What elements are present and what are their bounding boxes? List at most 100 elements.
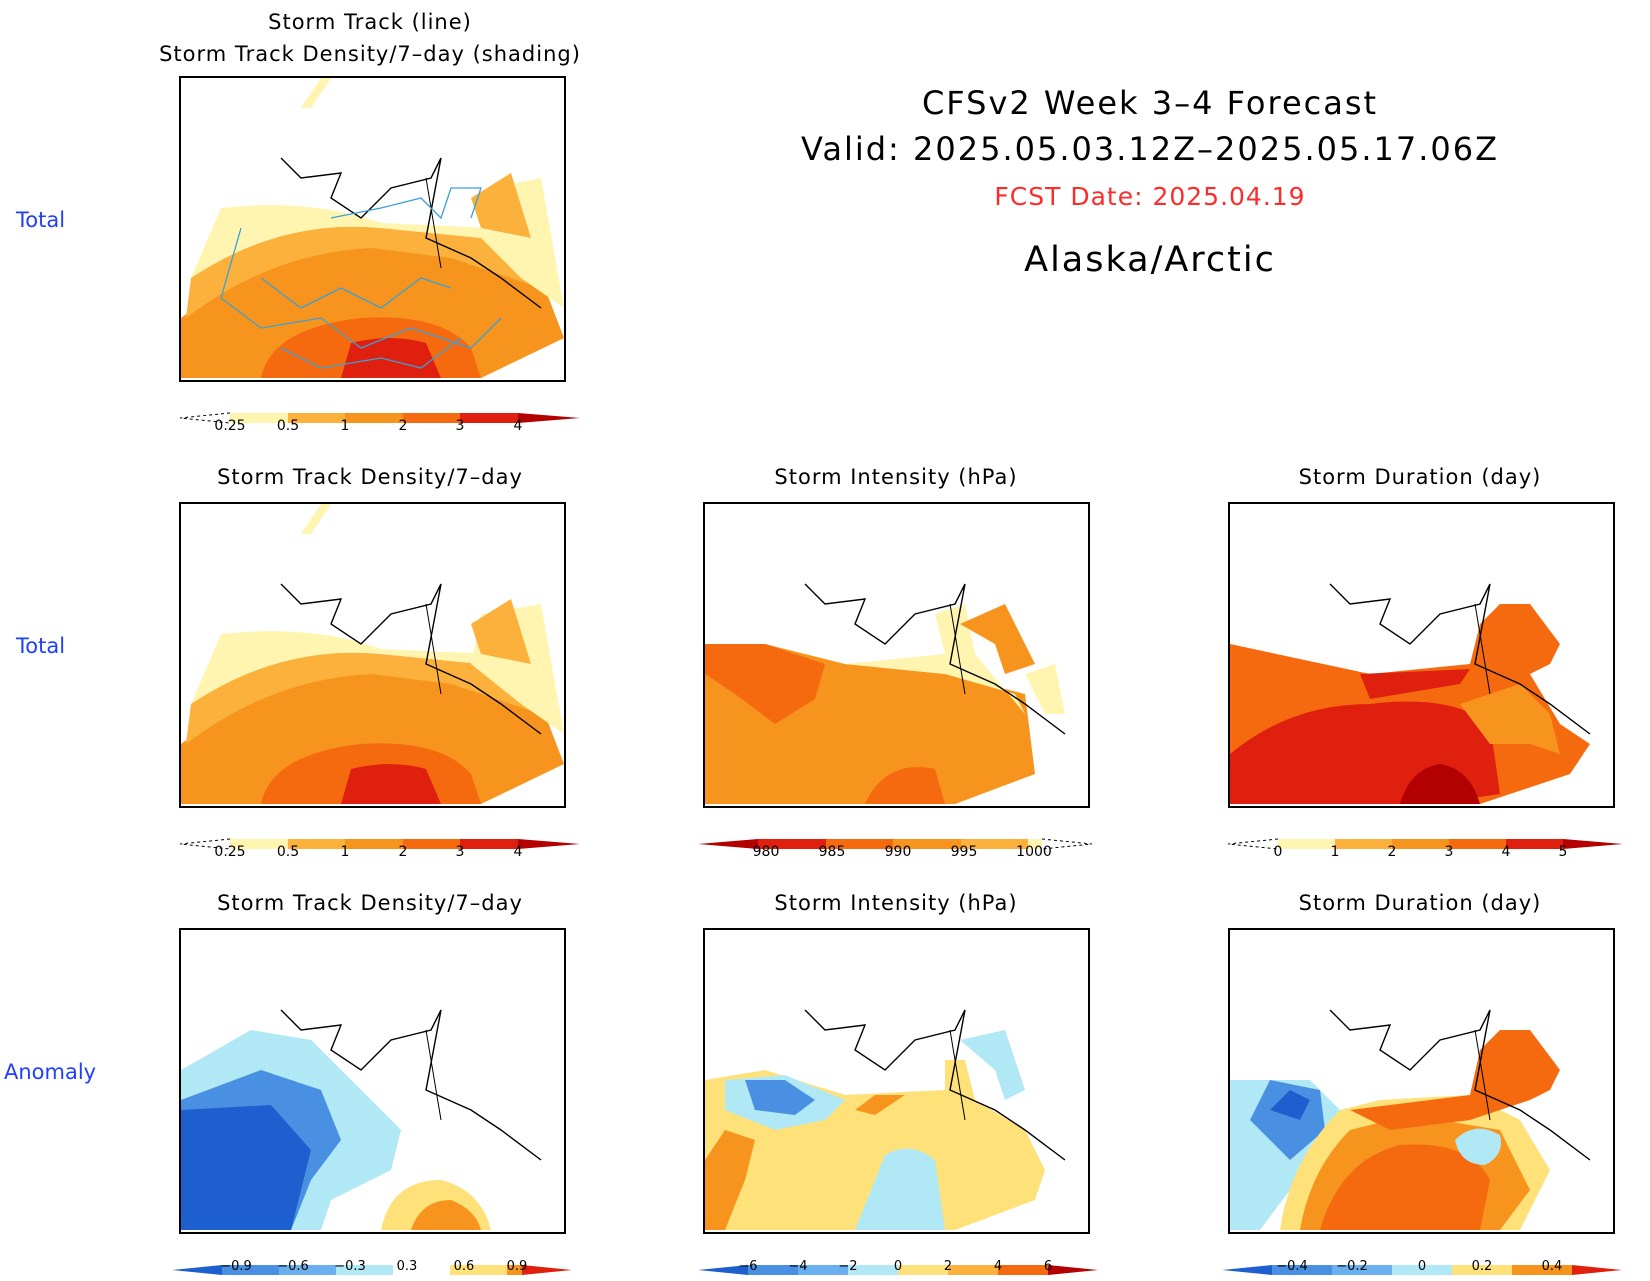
colorbar-intensity-anomaly	[698, 1262, 1098, 1281]
density-band-orange-ne	[471, 173, 531, 238]
panel1-title-line1: Storm Track (line)	[268, 10, 472, 34]
tick-label: −0.6	[277, 1259, 309, 1274]
tick-label: −0.9	[220, 1259, 252, 1274]
tick-label: 3	[1444, 844, 1454, 860]
map4-coastline	[1329, 583, 1591, 735]
anom-intensity-blue-south	[855, 1148, 945, 1230]
colorbar-intensity-total-svg	[698, 838, 1093, 850]
row-label-total-1: Total	[16, 208, 66, 232]
map2-border	[425, 603, 442, 695]
density-band-yellow	[191, 205, 541, 278]
tick-label: 4	[1501, 844, 1511, 860]
panel1-title-line2: Storm Track Density/7–day (shading)	[159, 42, 581, 66]
tick-label: 0.5	[276, 418, 300, 434]
tick-label: 1	[1330, 844, 1340, 860]
tick-label: −0.3	[334, 1259, 366, 1274]
colorbar-duration-total-svg	[1227, 838, 1623, 850]
map-density-total-svg	[181, 504, 564, 804]
tick-label: 0	[893, 1259, 903, 1274]
intensity-orange-ne	[960, 604, 1035, 674]
duration-red-dark	[1400, 764, 1480, 804]
anom-intensity-blue-ne	[960, 1030, 1025, 1100]
tick-label: 0.2	[1471, 1259, 1493, 1274]
map7-coastline	[1329, 1009, 1591, 1161]
panel6-title: Storm Intensity (hPa)	[774, 891, 1018, 915]
map5-border	[425, 1029, 442, 1121]
map-panel-intensity-anomaly	[703, 928, 1090, 1234]
map-panel-duration-anomaly	[1228, 928, 1615, 1234]
map3-coastline	[804, 583, 1066, 735]
anom-duration-blue-center	[1455, 1128, 1501, 1165]
panel4-title: Storm Duration (day)	[1298, 465, 1542, 489]
density2-top-streak	[301, 504, 331, 534]
forecast-date: FCST Date: 2025.04.19	[994, 182, 1306, 211]
colorbar-density-top	[179, 410, 580, 429]
map-panel-density-total	[179, 502, 566, 808]
density2-orange-light	[186, 652, 551, 744]
intensity-orange-dark-south	[865, 767, 945, 804]
density-band-orange	[181, 243, 564, 378]
tick-label: 0.4	[1541, 1259, 1563, 1274]
map-track-density-svg	[181, 78, 564, 378]
duration-red-top	[1360, 669, 1470, 699]
colorbar-density-total-svg	[179, 838, 580, 850]
map6-coastline	[804, 1009, 1066, 1161]
duration-orange	[1460, 684, 1560, 754]
tick-label: 0.25	[214, 844, 246, 860]
tick-label: 1000	[1016, 844, 1052, 860]
row-label-anomaly: Anomaly	[4, 1060, 97, 1084]
intensity-yellow-ne	[1025, 664, 1065, 714]
row-label-total-2: Total	[16, 634, 66, 658]
anom-intensity-blue	[745, 1080, 815, 1115]
map7-border	[1474, 1029, 1491, 1121]
anom-density-orange	[411, 1200, 481, 1230]
tick-label: −4	[788, 1259, 808, 1274]
anom-intensity-orange-west	[705, 1130, 755, 1230]
anom-density-blue-dark	[181, 1105, 311, 1230]
tick-label: 995	[950, 844, 978, 860]
tick-label: 0.6	[453, 1259, 475, 1274]
map-panel-intensity-total	[703, 502, 1090, 808]
anom-intensity-orange-coast	[855, 1095, 905, 1115]
tick-label: 0.25	[214, 418, 246, 434]
tick-label: 2	[398, 418, 408, 434]
tick-label: 0	[1273, 844, 1283, 860]
colorbar-density-anomaly	[172, 1262, 572, 1281]
tick-label: 0.5	[276, 844, 300, 860]
tick-label: −0.2	[1336, 1259, 1368, 1274]
map2-coastline	[280, 583, 542, 735]
map-panel-density-anomaly	[179, 928, 566, 1234]
tick-label: 4	[993, 1259, 1003, 1274]
intensity-orange-dark-west	[705, 644, 825, 724]
map-border	[425, 177, 442, 269]
colorbar-density-total	[179, 836, 580, 855]
density2-yellow	[191, 631, 541, 704]
storm-track-lines	[220, 187, 502, 369]
region-name: Alaska/Arctic	[1024, 240, 1276, 280]
colorbar-duration-anomaly-svg	[1222, 1265, 1622, 1275]
colorbar-duration-anomaly	[1222, 1262, 1622, 1281]
tick-label: −0.4	[1276, 1259, 1308, 1274]
tick-label: 3	[455, 418, 465, 434]
tick-label: 2	[398, 844, 408, 860]
density2-red	[341, 764, 441, 804]
tick-label: 1	[340, 844, 350, 860]
map6-border	[949, 1029, 966, 1121]
map-panel-track-density	[179, 76, 566, 382]
map-intensity-anomaly-svg	[705, 1009, 1066, 1230]
density-band-red	[341, 338, 441, 378]
colorbar-density-anomaly-svg	[172, 1265, 572, 1275]
tick-label: 1	[340, 418, 350, 434]
tick-label: 0	[1417, 1259, 1427, 1274]
panel2-title: Storm Track Density/7–day	[217, 465, 523, 489]
tick-label: 0.3	[396, 1259, 418, 1274]
tick-label: 4	[513, 418, 523, 434]
map-density-anomaly-svg	[181, 1009, 542, 1230]
anom-duration-blue-dark	[1270, 1090, 1310, 1120]
map-intensity-total-svg	[705, 583, 1066, 804]
tick-label: −6	[738, 1259, 758, 1274]
tick-label: 3	[455, 844, 465, 860]
map-coastline	[280, 157, 542, 309]
density2-orange	[181, 669, 564, 804]
map-panel-duration-total	[1228, 502, 1615, 808]
